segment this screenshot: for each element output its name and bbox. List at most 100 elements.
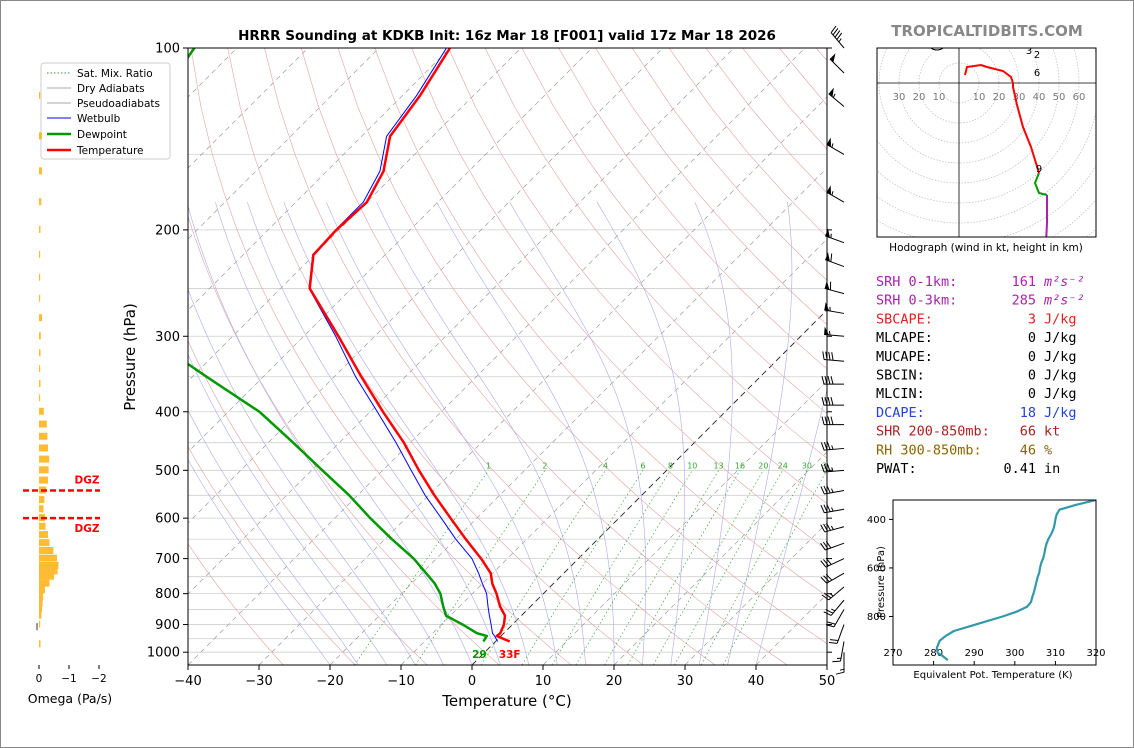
wind-barb [821,396,844,406]
wind-barb-staff [836,624,845,644]
omega-bar [39,332,41,340]
hodograph-ring-label: 20 [913,92,926,103]
wind-barb-feather [824,416,828,425]
mixing-ratio-line [480,470,606,665]
y-tick-label: 300 [155,330,180,345]
wind-barb-feather [823,504,828,513]
mixing-ratio-label: 6 [640,461,645,470]
wind-barb-feather [820,560,827,568]
dry-adiabat [227,48,644,665]
omega-bar [39,561,59,569]
omega-bar [39,349,41,357]
hodograph-trace: 1 236 9 RM LM [930,3,1054,237]
wind-barb-feather [830,416,834,425]
wind-barb-feather [824,375,828,385]
index-unit: J/kg [1044,386,1077,402]
legend-label: Sat. Mix. Ratio [77,68,153,80]
wind-barb-staff [824,469,845,473]
surface-temperature-label: 33F [499,649,521,661]
wind-barb-staff [824,447,845,451]
index-unit: in [1044,461,1060,477]
wind-barb [820,572,845,584]
y-axis-label: Pressure (hPa) [121,303,139,411]
legend-label: Temperature [76,145,144,157]
wind-barb-feather [821,594,829,601]
hodograph-height-label: 2 [1034,50,1040,61]
index-label: MLCAPE: [876,330,933,346]
theta-e-x-tick-label: 300 [1005,648,1024,659]
wind-barb-staff [830,599,845,616]
omega-bar [39,599,43,607]
pseudo-adiabat [188,353,388,665]
wind-barb [821,416,844,426]
wind-barb-half-feather [831,608,836,612]
index-label: MUCAPE: [876,349,933,365]
x-tick-label: 20 [606,674,623,689]
wind-barb-feather [827,416,831,425]
isotherm [613,451,827,665]
omega-bar [39,466,49,474]
mixing-ratio-label: 24 [778,461,788,470]
wind-barb [820,503,845,514]
hodograph-ring [1085,228,1096,237]
index-unit: J/kg [1044,405,1077,421]
pseudo-adiabat [694,202,733,665]
wind-barb-feather [823,441,828,451]
wind-barb-feather [830,396,834,406]
omega-bar [39,273,41,281]
wind-barb-feather [831,352,834,361]
legend-label: Dry Adiabats [77,83,145,95]
wind-barb [825,252,845,268]
theta-e-y-tick-label: 800 [867,612,886,623]
mixing-ratio-label: 36 [822,461,832,470]
theta-e-line [935,500,1096,661]
wind-barb-staff [825,542,845,551]
wind-barb [821,375,844,385]
wind-barb-staff [824,359,845,362]
pseudo-adiabat [188,409,359,665]
hodograph-ring-label: 50 [1053,92,1066,103]
wind-barb-feather [830,253,833,262]
omega-bar [39,496,45,504]
index-label: SBCAPE: [876,311,933,327]
dry-adiabat [595,48,827,325]
omega-bar [39,572,54,580]
index-unit: J/kg [1044,368,1077,384]
index-label: RH 300-850mb: [876,442,982,458]
wind-barb-staff [824,508,845,514]
mixing-ratio-label: 1 [486,461,491,470]
pseudo-adiabat [755,388,827,665]
omega-bar [39,432,48,440]
isotherm [188,48,522,382]
dgz-label: DGZ [75,475,100,487]
theta-e-x-tick-label: 290 [965,648,984,659]
wind-barb-feather [825,351,828,360]
wind-barb [824,280,845,295]
hodograph-ring-label: 10 [933,92,946,103]
theta-e-frame [892,499,1097,666]
wind-barb-feather [835,671,845,675]
hodograph-height-label: 9 [1036,164,1042,175]
omega-bar [39,198,42,206]
omega-bar [39,567,58,575]
wind-barb-flag [829,53,836,63]
surface-dewpoint-label: 29 [472,649,487,661]
omega-bar [39,611,42,619]
dry-adiabat [815,48,827,61]
hodograph-marker-label: LM [1043,3,1054,12]
wind-barb [826,185,845,203]
wind-barb-feather [823,485,828,494]
wind-barb [820,463,845,473]
mixing-ratio-label: 16 [735,461,745,470]
wind-barb-feather [829,639,839,642]
pseudo-adiabat [188,459,331,665]
wind-barb-half-feather [831,143,834,148]
wind-barb-flag [824,280,830,290]
mixing-ratio-line [354,470,489,665]
y-tick-label: 1000 [147,646,180,661]
hodograph-segment [964,63,1040,174]
wind-barb-flag [825,228,830,238]
wind-barb-feather [826,522,831,531]
wind-barb-half-feather [831,507,834,512]
